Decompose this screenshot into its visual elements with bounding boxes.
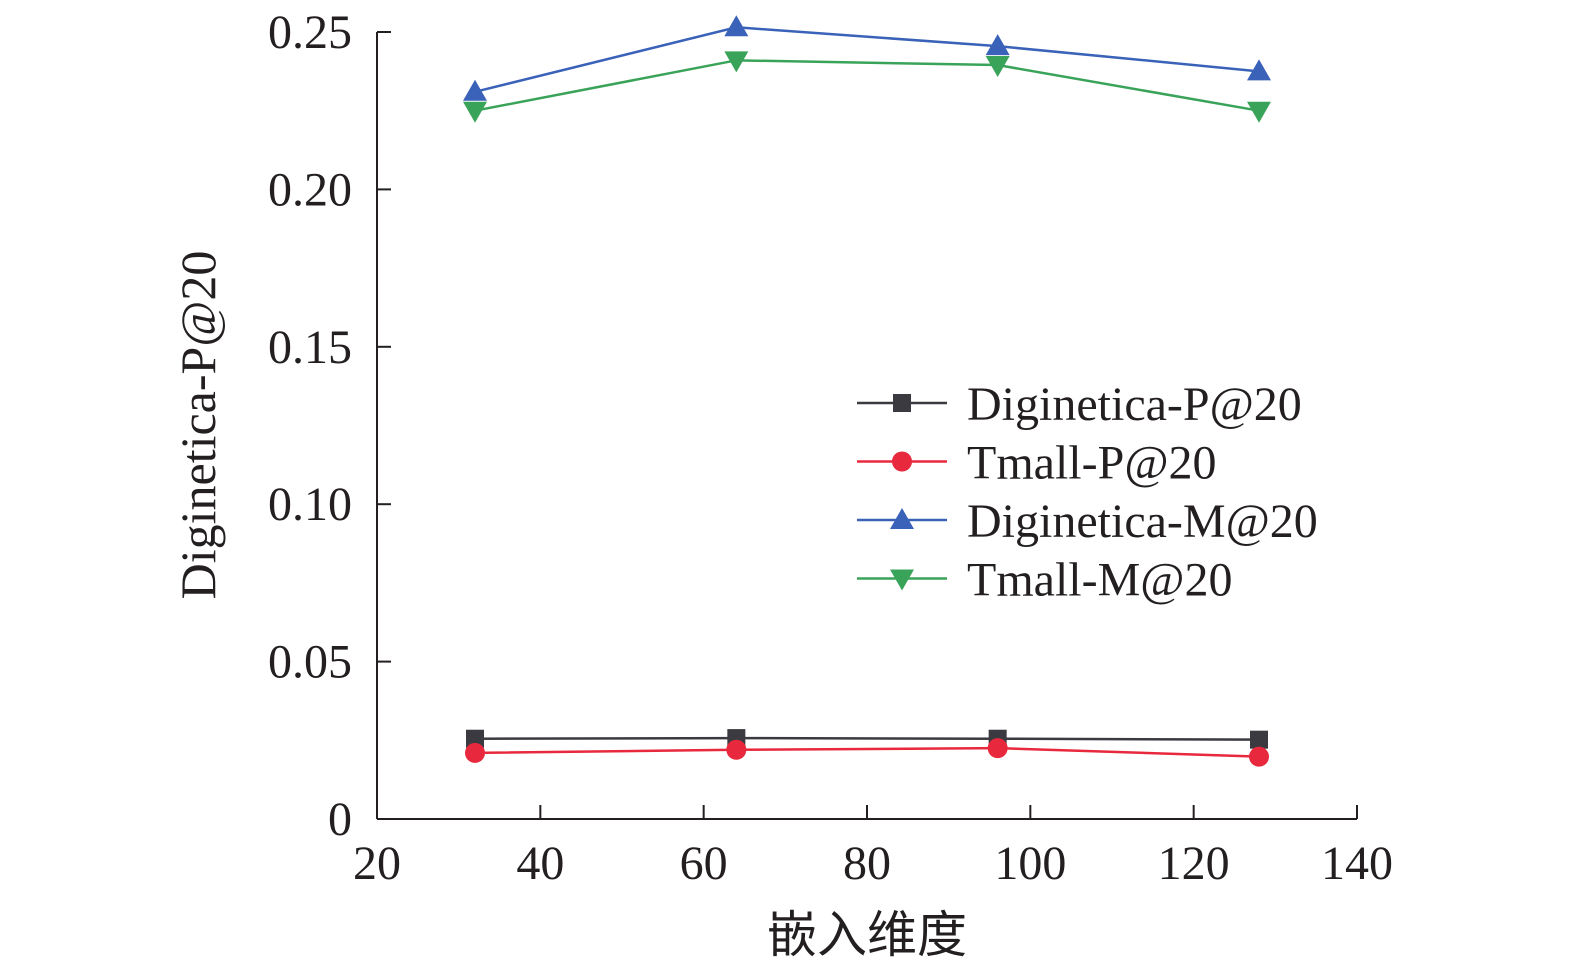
series-line-diginetica-p-20 xyxy=(474,736,1260,741)
x-tick-label: 120 xyxy=(1158,837,1230,890)
legend-label: Diginetica-M@20 xyxy=(967,495,1318,548)
y-tick-label: 0.10 xyxy=(268,478,352,531)
legend-marker-tmall-p-20 xyxy=(892,451,912,472)
series-layer xyxy=(463,15,1271,767)
y-tick-label: 0.15 xyxy=(268,321,352,374)
data-point-tmall-p-20 xyxy=(726,739,747,760)
legend-item-tmall-m-20: Tmall-M@20 xyxy=(857,554,1233,607)
series-line-tmall-m-20 xyxy=(474,59,1260,112)
data-point-tmall-p-20 xyxy=(465,742,485,763)
data-point-diginetica-m-20 xyxy=(985,34,1010,56)
legend-item-tmall-p-20: Tmall-P@20 xyxy=(857,437,1217,490)
y-tick-label: 0.25 xyxy=(268,6,352,59)
y-tick-label: 0.20 xyxy=(268,163,352,216)
x-tick-label: 80 xyxy=(843,837,891,890)
data-point-tmall-m-20 xyxy=(985,56,1010,78)
x-axis-title: 嵌入维度 xyxy=(767,907,967,963)
series-tmall-p-20 xyxy=(465,738,1269,767)
y-tick-label: 0 xyxy=(328,793,352,846)
data-point-diginetica-p-20 xyxy=(466,729,484,748)
data-point-diginetica-m-20 xyxy=(463,79,487,101)
legend-item-diginetica-p-20: Diginetica-P@20 xyxy=(857,378,1302,431)
data-point-diginetica-m-20 xyxy=(724,15,749,37)
data-point-tmall-m-20 xyxy=(463,101,487,123)
legend-label: Diginetica-P@20 xyxy=(967,378,1302,431)
x-tick-label: 20 xyxy=(353,837,401,890)
y-axis-title: Diginetica-P@20 xyxy=(170,251,226,600)
legend: Diginetica-P@20 Tmall-P@20Diginetica-M@20… xyxy=(857,378,1318,607)
data-point-tmall-m-20 xyxy=(1247,101,1271,123)
data-point-tmall-p-20 xyxy=(987,738,1008,759)
x-tick-label: 40 xyxy=(516,837,564,890)
x-tick-label: 140 xyxy=(1321,837,1393,890)
series-diginetica-m-20 xyxy=(463,15,1271,101)
series-tmall-m-20 xyxy=(463,51,1271,123)
x-ticks: 20 40 60 80 100 120 140 xyxy=(353,805,1393,890)
data-point-diginetica-p-20 xyxy=(1250,730,1268,749)
x-tick-label: 100 xyxy=(994,837,1066,890)
legend-marker-tmall-m-20 xyxy=(890,569,914,591)
series-line-diginetica-m-20 xyxy=(474,26,1260,94)
y-ticks: 0 0.05 0.10 0.15 0.20 0.25 xyxy=(268,6,391,846)
legend-label: Tmall-M@20 xyxy=(967,554,1233,607)
legend-marker-diginetica-p-20 xyxy=(893,394,911,412)
legend-marker-diginetica-m-20 xyxy=(890,508,914,529)
legend-label: Tmall-P@20 xyxy=(967,437,1217,490)
data-point-tmall-p-20 xyxy=(1249,746,1269,767)
series-line-tmall-p-20 xyxy=(474,746,1260,758)
series-diginetica-p-20 xyxy=(466,729,1268,749)
data-point-tmall-m-20 xyxy=(724,51,749,73)
data-point-diginetica-m-20 xyxy=(1247,59,1271,81)
x-tick-label: 60 xyxy=(680,837,728,890)
y-tick-label: 0.05 xyxy=(268,636,352,689)
legend-item-diginetica-m-20: Diginetica-M@20 xyxy=(857,495,1318,548)
